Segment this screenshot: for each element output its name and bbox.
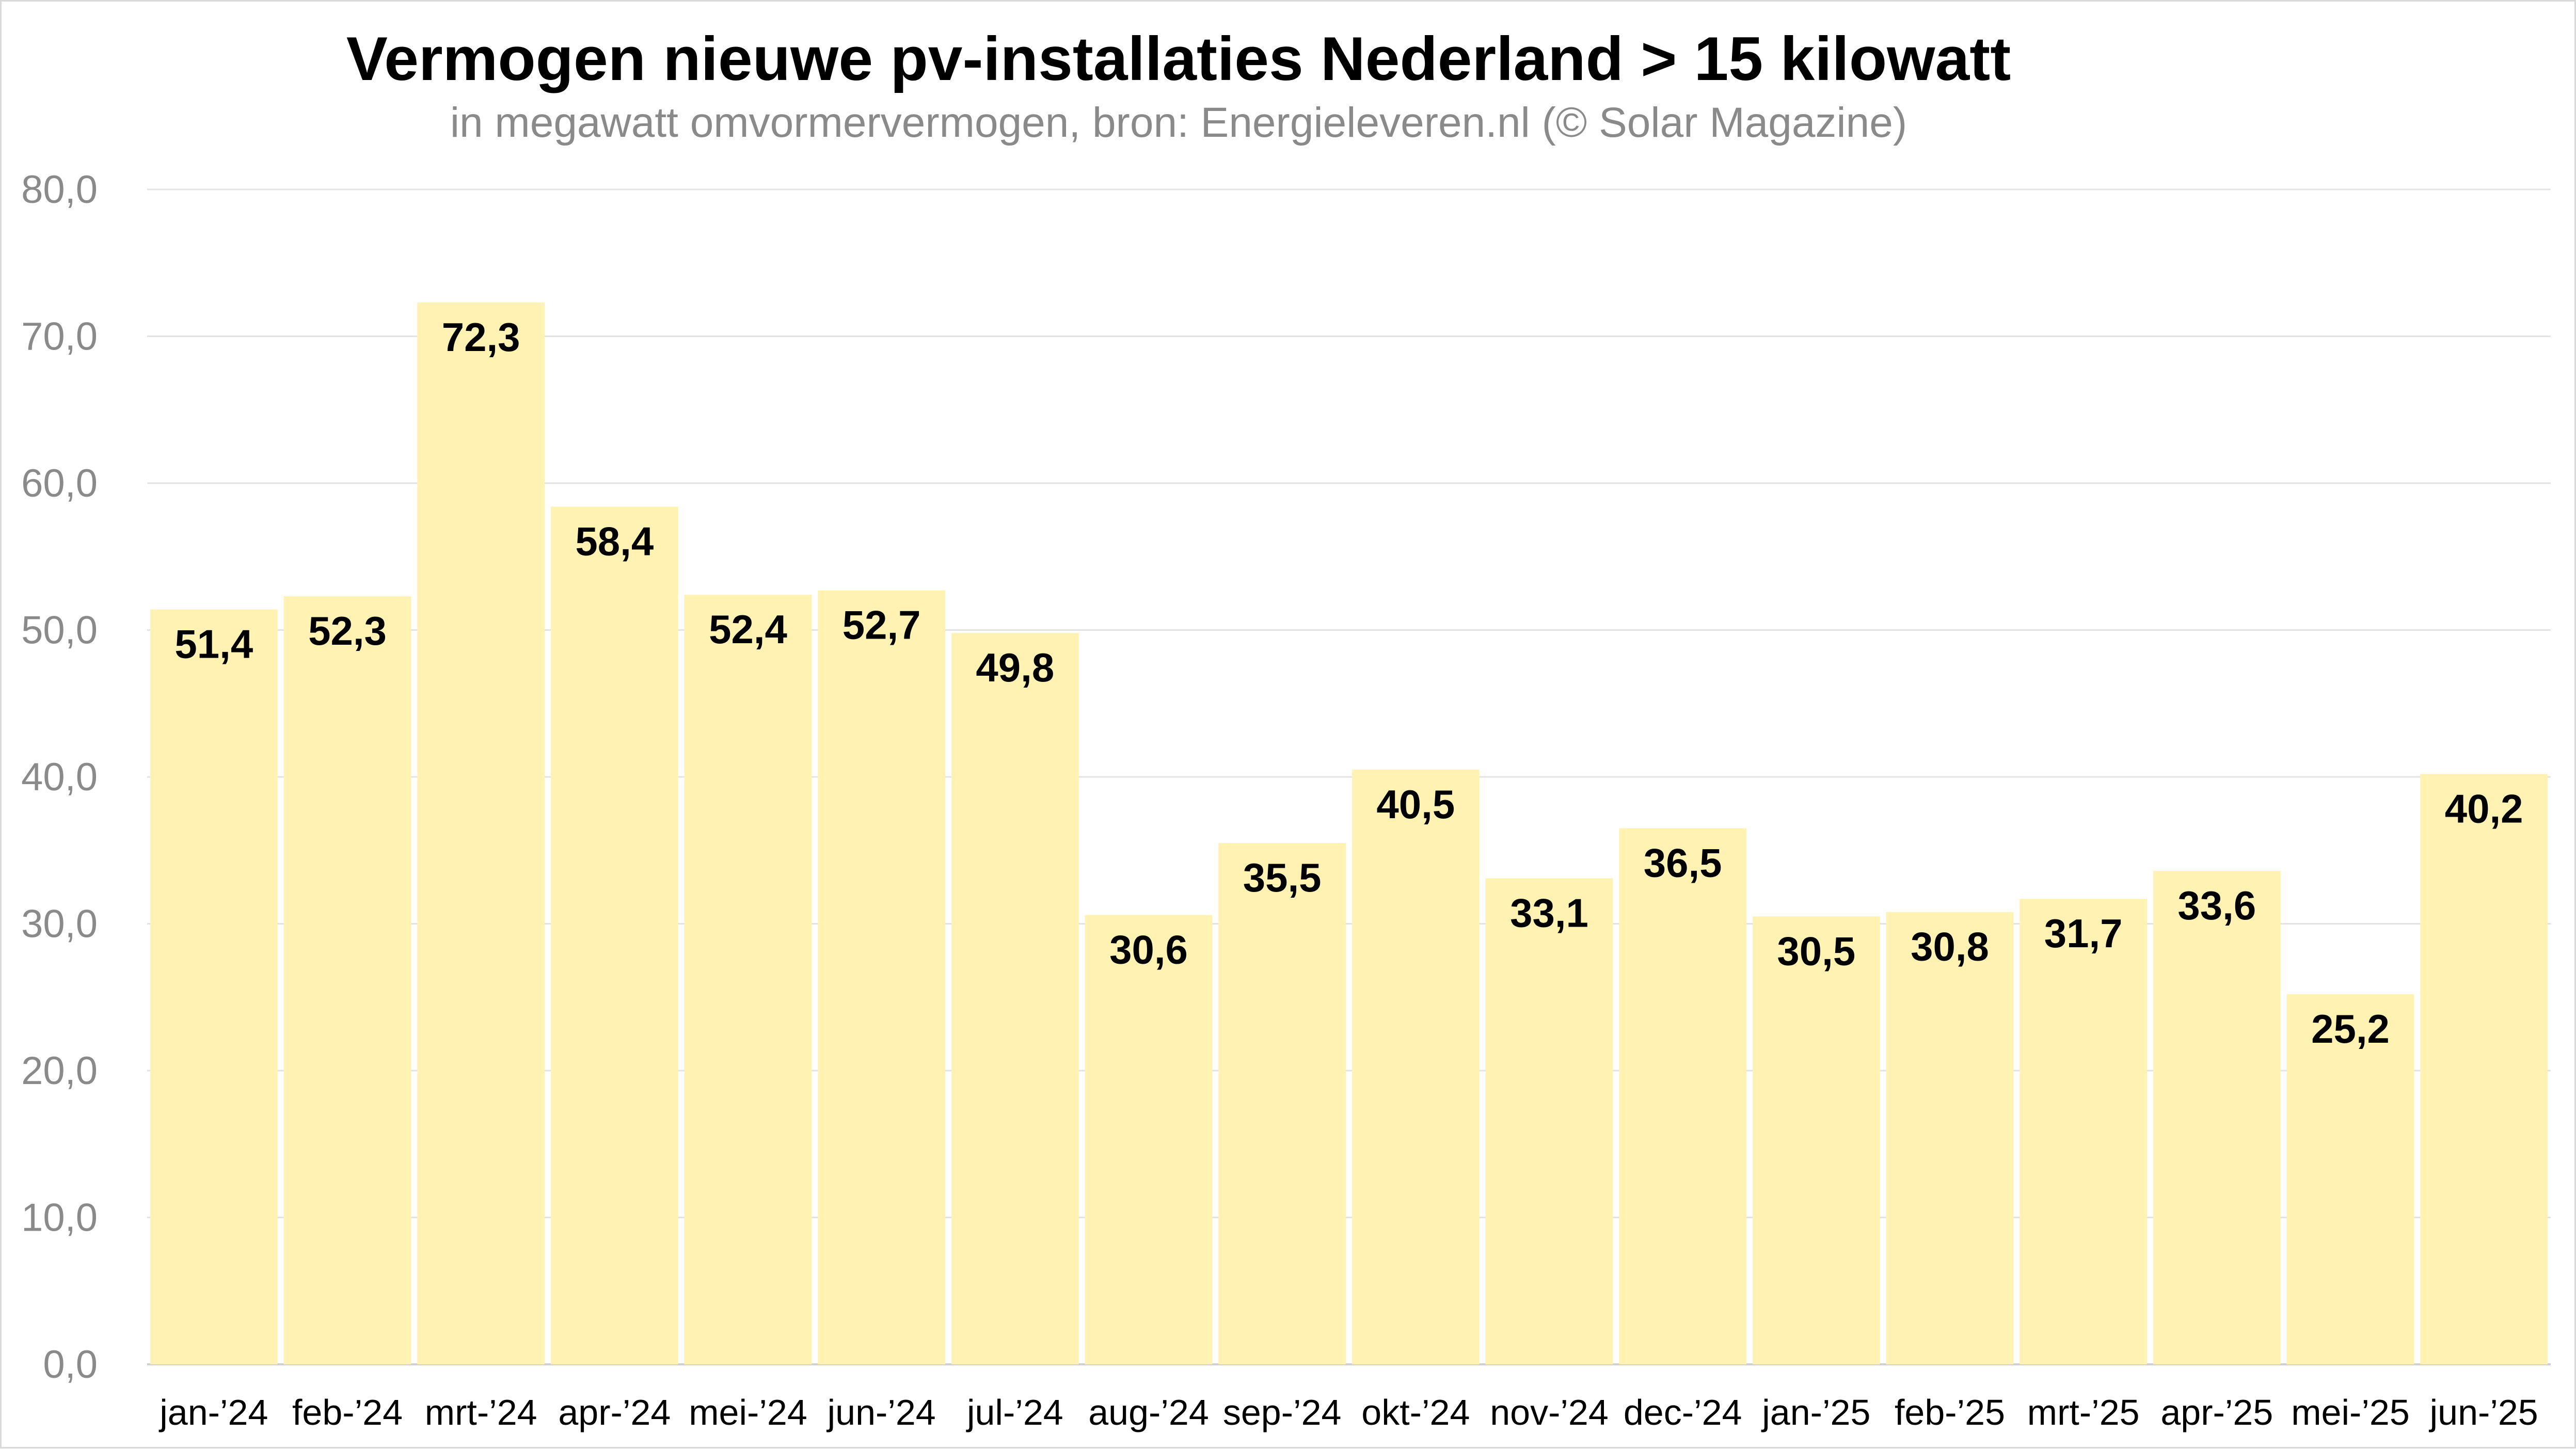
bar: [2153, 871, 2281, 1364]
x-tick-label: nov-’24: [1490, 1392, 1609, 1432]
data-label: 30,5: [1777, 928, 1855, 974]
y-tick-label: 20,0: [21, 1049, 98, 1093]
bar: [2286, 994, 2414, 1364]
bar: [283, 596, 411, 1364]
x-tick-label: okt-’24: [1361, 1392, 1470, 1432]
data-label: 33,6: [2177, 883, 2256, 928]
bar: [1619, 828, 1746, 1364]
data-label: 36,5: [1644, 840, 1722, 886]
bar: [1485, 878, 1613, 1364]
bar: [2020, 899, 2147, 1364]
chart-title: Vermogen nieuwe pv-installaties Nederlan…: [346, 24, 2011, 93]
bar: [684, 595, 812, 1364]
bar: [551, 506, 678, 1364]
x-tick-label: jun-’24: [826, 1392, 936, 1432]
data-label: 72,3: [442, 314, 520, 360]
x-tick-label: mrt-’24: [425, 1392, 537, 1432]
data-label: 30,6: [1109, 927, 1188, 972]
data-label: 58,4: [575, 519, 654, 564]
x-tick-label: jan-’24: [158, 1392, 268, 1432]
x-tick-label: mei-’24: [689, 1392, 807, 1432]
x-tick-label: feb-’24: [292, 1392, 403, 1432]
x-tick-label: aug-’24: [1088, 1392, 1209, 1432]
bar: [818, 590, 945, 1364]
x-tick-label: jun-’25: [2429, 1392, 2538, 1432]
x-tick-label: mrt-’25: [2027, 1392, 2140, 1432]
bar: [417, 302, 545, 1365]
bar: [2420, 774, 2548, 1364]
x-axis-ticks: jan-’24 feb-’24 mrt-’24 apr-’24 mei-’24 jun-’…: [158, 1392, 2538, 1432]
y-tick-label: 80,0: [21, 168, 98, 212]
x-tick-label: sep-’24: [1223, 1392, 1342, 1432]
bar: [1886, 912, 2014, 1364]
x-tick-label: mei-’25: [2291, 1392, 2410, 1432]
gridlines: [147, 188, 2551, 1365]
data-labels: 51,4 52,3 72,3 58,4 52,4 52,7 49,8 30,6 35,5 40,5…: [174, 314, 2523, 1052]
y-axis-ticks: 0,0 10,0 20,0 30,0 40,0 50,0 60,0 70,0 80,0: [21, 168, 98, 1387]
data-label: 51,4: [174, 622, 253, 667]
y-tick-label: 70,0: [21, 315, 98, 359]
chart-subtitle: in megawatt omvormervermogen, bron: Ener…: [450, 99, 1907, 146]
x-tick-label: apr-’25: [2160, 1392, 2273, 1432]
data-label: 25,2: [2311, 1006, 2390, 1052]
bar: [1753, 916, 1880, 1364]
x-tick-label: feb-’25: [1895, 1392, 2005, 1432]
bars: [150, 302, 2548, 1365]
x-tick-label: jul-’24: [966, 1392, 1063, 1432]
data-label: 52,4: [709, 607, 787, 652]
data-label: 52,3: [308, 608, 387, 654]
y-tick-label: 60,0: [21, 461, 98, 505]
x-tick-label: apr-’24: [558, 1392, 671, 1432]
data-label: 49,8: [976, 645, 1054, 690]
data-label: 40,5: [1376, 782, 1455, 827]
bar: [150, 609, 278, 1364]
y-tick-label: 0,0: [43, 1343, 98, 1387]
x-tick-label: dec-’24: [1624, 1392, 1742, 1432]
y-tick-label: 30,0: [21, 902, 98, 946]
x-tick-label: jan-’25: [1761, 1392, 1870, 1432]
y-tick-label: 50,0: [21, 609, 98, 652]
data-label: 35,5: [1243, 855, 1322, 900]
y-tick-label: 10,0: [21, 1196, 98, 1240]
data-label: 30,8: [1911, 924, 1989, 969]
y-tick-label: 40,0: [21, 755, 98, 799]
data-label: 31,7: [2044, 911, 2123, 956]
data-label: 52,7: [842, 602, 921, 648]
bar: [951, 633, 1079, 1364]
bar: [1218, 843, 1346, 1364]
bar: [1085, 915, 1213, 1364]
bar: [1352, 769, 1480, 1364]
data-label: 40,2: [2445, 786, 2523, 831]
data-label: 33,1: [1510, 890, 1588, 935]
